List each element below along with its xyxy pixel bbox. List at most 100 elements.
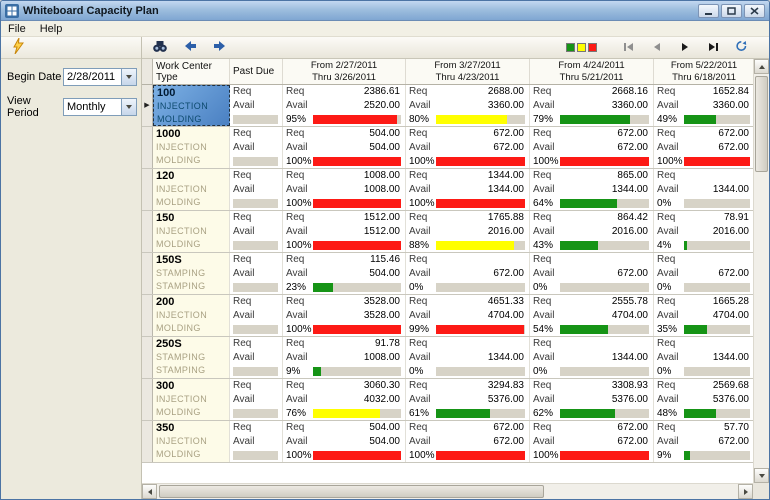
begin-date-combo[interactable]: 2/28/2011 [63, 68, 137, 86]
period-1-cell[interactable]: Req 504.00 Avail 504.00 100% [283, 127, 406, 168]
work-center-cell[interactable]: 300 INJECTION MOLDING [153, 379, 230, 420]
period-1-cell[interactable]: Req 1008.00 Avail 1008.00 100% [283, 169, 406, 210]
period-3-cell[interactable]: Req Avail 1344.00 0% [530, 337, 654, 378]
period-1-cell[interactable]: Req 3528.00 Avail 3528.00 100% [283, 295, 406, 336]
find-button[interactable] [148, 38, 172, 58]
previous-record-button[interactable] [645, 38, 669, 58]
menu-help[interactable]: Help [39, 22, 63, 35]
period-1-cell[interactable]: Req 2386.61 Avail 2520.00 95% [283, 85, 406, 126]
vertical-scrollbar-thumb[interactable] [755, 76, 768, 172]
period-3-cell[interactable]: Req Avail 672.00 0% [530, 253, 654, 294]
period-4-cell[interactable]: Req 57.70 Avail 672.00 9% [654, 421, 754, 462]
view-period-dropdown-arrow[interactable] [121, 99, 136, 115]
minimize-button[interactable] [698, 3, 719, 18]
row-selector[interactable] [142, 253, 153, 294]
past-due-cell[interactable]: Req Avail [230, 169, 283, 210]
period-3-cell[interactable]: Req 2555.78 Avail 4704.00 54% [530, 295, 654, 336]
col-header-work-center-type[interactable]: Work Center Type [153, 59, 230, 84]
col-header-period-4[interactable]: From 5/22/2011 Thru 6/18/2011 [654, 59, 754, 84]
period-1-cell[interactable]: Req 115.46 Avail 504.00 23% [283, 253, 406, 294]
last-record-button[interactable] [701, 38, 725, 58]
period-2-cell[interactable]: Req 4651.33 Avail 4704.00 99% [406, 295, 530, 336]
past-due-cell[interactable]: Req Avail [230, 253, 283, 294]
col-header-period-3[interactable]: From 4/24/2011 Thru 5/21/2011 [530, 59, 654, 84]
period-thru-label: Thru 5/21/2011 [559, 71, 624, 83]
scroll-left-button[interactable] [142, 484, 157, 499]
period-2-cell[interactable]: Req 3294.83 Avail 5376.00 61% [406, 379, 530, 420]
begin-date-dropdown-arrow[interactable] [121, 69, 136, 85]
past-due-cell[interactable]: Req Avail [230, 85, 283, 126]
row-selector[interactable] [142, 337, 153, 378]
period-4-cell[interactable]: Req 672.00 Avail 672.00 100% [654, 127, 754, 168]
work-center-cell[interactable]: 1000 INJECTION MOLDING [153, 127, 230, 168]
scroll-up-button[interactable] [754, 59, 769, 74]
period-3-cell[interactable]: Req 2668.16 Avail 3360.00 79% [530, 85, 654, 126]
period-2-cell[interactable]: Req Avail 1344.00 0% [406, 337, 530, 378]
period-2-cell[interactable]: Req 2688.00 Avail 3360.00 80% [406, 85, 530, 126]
col-header-period-2[interactable]: From 3/27/2011 Thru 4/23/2011 [406, 59, 530, 84]
row-selector[interactable] [142, 421, 153, 462]
period-4-cell[interactable]: Req 2569.68 Avail 5376.00 48% [654, 379, 754, 420]
row-selector[interactable]: ▶ [142, 85, 153, 126]
past-due-cell[interactable]: Req Avail [230, 295, 283, 336]
past-due-cell[interactable]: Req Avail [230, 379, 283, 420]
horizontal-scrollbar[interactable] [142, 483, 753, 499]
close-button[interactable] [744, 3, 765, 18]
menu-file[interactable]: File [8, 22, 26, 35]
work-center-code: 200 [156, 296, 175, 308]
work-center-cell[interactable]: 200 INJECTION MOLDING [153, 295, 230, 336]
period-3-cell[interactable]: Req 3308.93 Avail 5376.00 62% [530, 379, 654, 420]
period-4-cell[interactable]: Req Avail 1344.00 0% [654, 169, 754, 210]
col-header-past-due[interactable]: Past Due [230, 59, 283, 84]
period-4-cell[interactable]: Req 1652.84 Avail 3360.00 49% [654, 85, 754, 126]
period-4-cell[interactable]: Req Avail 672.00 0% [654, 253, 754, 294]
period-4-cell[interactable]: Req Avail 1344.00 0% [654, 337, 754, 378]
work-center-cell[interactable]: 250S STAMPING STAMPING [153, 337, 230, 378]
period-1-cell[interactable]: Req 504.00 Avail 504.00 100% [283, 421, 406, 462]
work-center-cell[interactable]: 150 INJECTION MOLDING [153, 211, 230, 252]
period-3-cell[interactable]: Req 672.00 Avail 672.00 100% [530, 127, 654, 168]
avail-label: Avail [286, 142, 308, 153]
row-selector[interactable] [142, 211, 153, 252]
period-3-cell[interactable]: Req 865.00 Avail 1344.00 64% [530, 169, 654, 210]
work-center-cell[interactable]: 350 INJECTION MOLDING [153, 421, 230, 462]
navigate-back-button[interactable] [178, 38, 202, 58]
navigate-forward-button[interactable] [208, 38, 232, 58]
row-selector[interactable] [142, 295, 153, 336]
row-selector[interactable] [142, 127, 153, 168]
row-selector[interactable] [142, 379, 153, 420]
maximize-button[interactable] [721, 3, 742, 18]
col-header-period-1[interactable]: From 2/27/2011 Thru 3/26/2011 [283, 59, 406, 84]
refresh-button[interactable] [729, 38, 753, 58]
past-due-cell[interactable]: Req Avail [230, 421, 283, 462]
period-4-cell[interactable]: Req 1665.28 Avail 4704.00 35% [654, 295, 754, 336]
titlebar[interactable]: Whiteboard Capacity Plan [1, 1, 769, 21]
past-due-cell[interactable]: Req Avail [230, 211, 283, 252]
work-center-cell[interactable]: 120 INJECTION MOLDING [153, 169, 230, 210]
period-3-cell[interactable]: Req 672.00 Avail 672.00 100% [530, 421, 654, 462]
row-selector[interactable] [142, 169, 153, 210]
scroll-right-button[interactable] [738, 484, 753, 499]
view-period-combo[interactable]: Monthly [63, 98, 137, 116]
next-record-button[interactable] [673, 38, 697, 58]
avail-value: 504.00 [369, 436, 400, 447]
scroll-down-button[interactable] [754, 468, 769, 483]
apply-filter-button[interactable] [6, 37, 30, 58]
period-2-cell[interactable]: Req 1344.00 Avail 1344.00 100% [406, 169, 530, 210]
period-2-cell[interactable]: Req 672.00 Avail 672.00 100% [406, 127, 530, 168]
period-3-cell[interactable]: Req 864.42 Avail 2016.00 43% [530, 211, 654, 252]
period-2-cell[interactable]: Req Avail 672.00 0% [406, 253, 530, 294]
first-record-button[interactable] [617, 38, 641, 58]
period-1-cell[interactable]: Req 3060.30 Avail 4032.00 76% [283, 379, 406, 420]
vertical-scrollbar[interactable] [753, 59, 769, 483]
period-1-cell[interactable]: Req 91.78 Avail 1008.00 9% [283, 337, 406, 378]
work-center-cell[interactable]: 100 INJECTION MOLDING [153, 85, 230, 126]
work-center-cell[interactable]: 150S STAMPING STAMPING [153, 253, 230, 294]
horizontal-scrollbar-thumb[interactable] [159, 485, 544, 498]
period-4-cell[interactable]: Req 78.91 Avail 2016.00 4% [654, 211, 754, 252]
period-2-cell[interactable]: Req 672.00 Avail 672.00 100% [406, 421, 530, 462]
past-due-cell[interactable]: Req Avail [230, 337, 283, 378]
past-due-cell[interactable]: Req Avail [230, 127, 283, 168]
period-2-cell[interactable]: Req 1765.88 Avail 2016.00 88% [406, 211, 530, 252]
period-1-cell[interactable]: Req 1512.00 Avail 1512.00 100% [283, 211, 406, 252]
